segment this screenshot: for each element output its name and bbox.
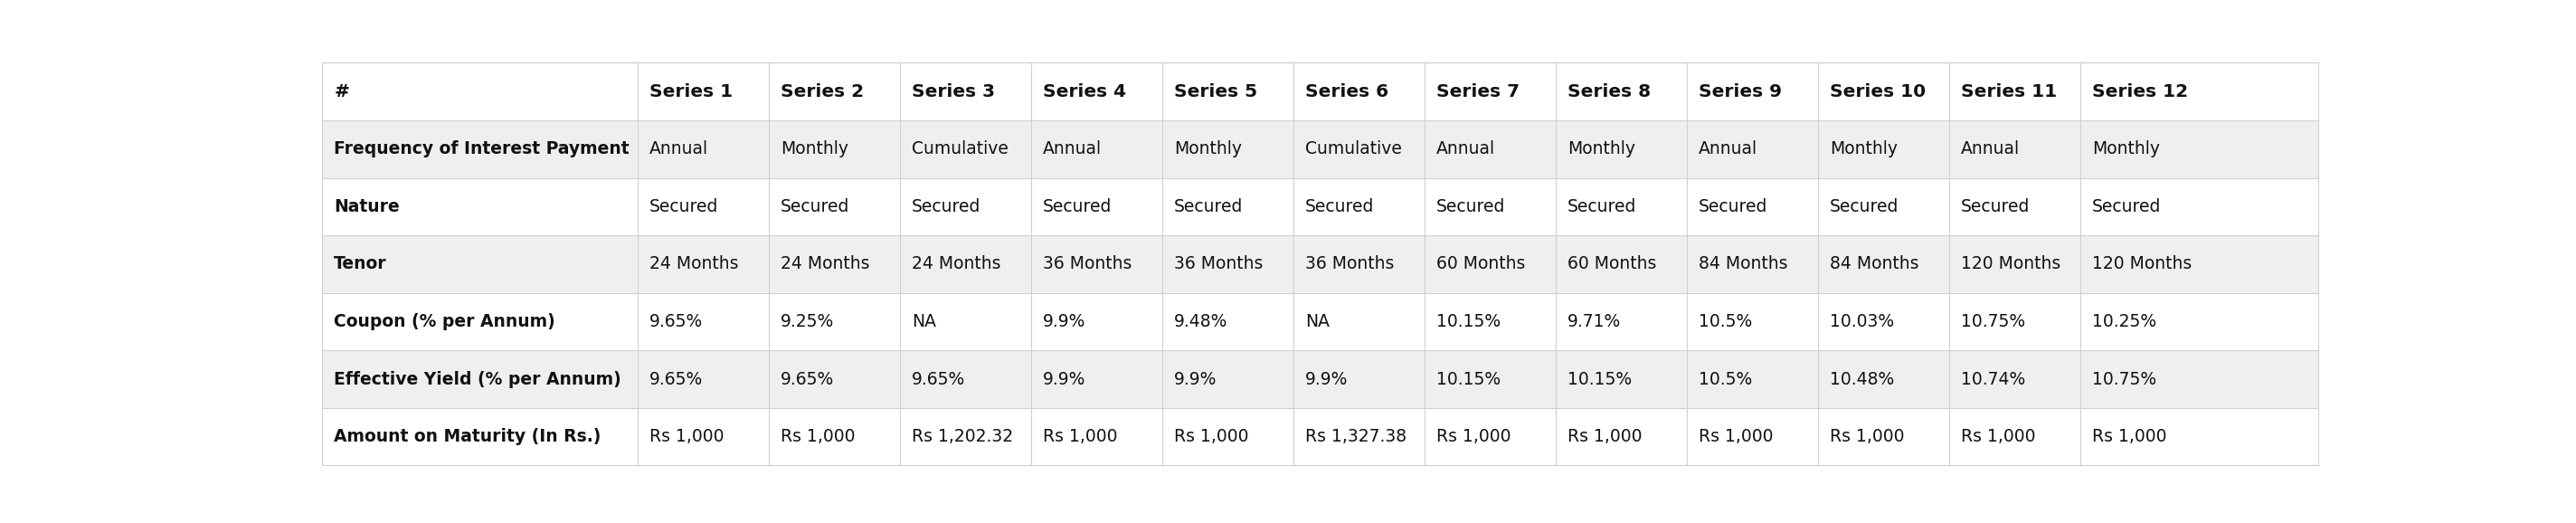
Text: 9.9%: 9.9% [1043, 371, 1084, 388]
Text: Annual: Annual [649, 141, 708, 157]
Text: Rs 1,000: Rs 1,000 [1437, 428, 1512, 445]
Text: Series 4: Series 4 [1043, 83, 1126, 100]
Text: NA: NA [912, 313, 935, 330]
Bar [322, 350, 2318, 408]
Text: 10.15%: 10.15% [1569, 371, 1631, 388]
Text: Series 12: Series 12 [2092, 83, 2187, 100]
Text: 9.48%: 9.48% [1175, 313, 1229, 330]
Text: Series 11: Series 11 [1960, 83, 2058, 100]
Text: 9.9%: 9.9% [1306, 371, 1347, 388]
Text: Rs 1,000: Rs 1,000 [781, 428, 855, 445]
Text: 60 Months: 60 Months [1437, 256, 1525, 272]
Text: Secured: Secured [1175, 198, 1244, 215]
Text: 36 Months: 36 Months [1306, 256, 1394, 272]
Bar [322, 63, 2318, 120]
Text: 10.15%: 10.15% [1437, 313, 1502, 330]
Text: Annual: Annual [1960, 141, 2020, 157]
Text: 10.75%: 10.75% [1960, 313, 2025, 330]
Text: Secured: Secured [912, 198, 981, 215]
Text: Monthly: Monthly [1829, 141, 1899, 157]
Text: #: # [335, 83, 350, 100]
Text: Monthly: Monthly [1175, 141, 1242, 157]
Text: Secured: Secured [649, 198, 719, 215]
Text: Tenor: Tenor [335, 256, 386, 272]
Text: Monthly: Monthly [2092, 141, 2161, 157]
Text: 36 Months: 36 Months [1043, 256, 1131, 272]
Text: 24 Months: 24 Months [649, 256, 739, 272]
Text: Rs 1,000: Rs 1,000 [1043, 428, 1118, 445]
Text: Rs 1,000: Rs 1,000 [1569, 428, 1641, 445]
Text: 10.15%: 10.15% [1437, 371, 1502, 388]
Text: Rs 1,327.38: Rs 1,327.38 [1306, 428, 1406, 445]
Text: Series 5: Series 5 [1175, 83, 1257, 100]
Bar [322, 178, 2318, 235]
Text: 10.48%: 10.48% [1829, 371, 1893, 388]
Text: 10.25%: 10.25% [2092, 313, 2156, 330]
Text: Series 9: Series 9 [1698, 83, 1783, 100]
Text: 9.65%: 9.65% [649, 313, 703, 330]
Text: Cumulative: Cumulative [912, 141, 1007, 157]
Text: Series 3: Series 3 [912, 83, 994, 100]
Text: Annual: Annual [1437, 141, 1494, 157]
Text: Nature: Nature [335, 198, 399, 215]
Text: 120 Months: 120 Months [1960, 256, 2061, 272]
Bar [322, 235, 2318, 293]
Text: 36 Months: 36 Months [1175, 256, 1262, 272]
Text: Secured: Secured [1306, 198, 1376, 215]
Text: Rs 1,202.32: Rs 1,202.32 [912, 428, 1012, 445]
Text: Secured: Secured [781, 198, 850, 215]
Text: Rs 1,000: Rs 1,000 [1698, 428, 1772, 445]
Text: 9.25%: 9.25% [781, 313, 835, 330]
Text: 24 Months: 24 Months [912, 256, 1002, 272]
Text: 10.5%: 10.5% [1698, 313, 1752, 330]
Bar [322, 293, 2318, 350]
Text: 10.5%: 10.5% [1698, 371, 1752, 388]
Text: 9.71%: 9.71% [1569, 313, 1620, 330]
Text: Rs 1,000: Rs 1,000 [2092, 428, 2166, 445]
Text: 9.65%: 9.65% [781, 371, 835, 388]
Text: Effective Yield (% per Annum): Effective Yield (% per Annum) [335, 371, 621, 388]
Text: 9.9%: 9.9% [1043, 313, 1084, 330]
Text: Secured: Secured [1960, 198, 2030, 215]
Text: 10.75%: 10.75% [2092, 371, 2156, 388]
Text: Secured: Secured [2092, 198, 2161, 215]
Text: Annual: Annual [1043, 141, 1103, 157]
Text: 9.65%: 9.65% [912, 371, 966, 388]
Text: 60 Months: 60 Months [1569, 256, 1656, 272]
Text: Annual: Annual [1698, 141, 1757, 157]
Text: Series 1: Series 1 [649, 83, 732, 100]
Text: Series 8: Series 8 [1569, 83, 1651, 100]
Text: Secured: Secured [1569, 198, 1636, 215]
Text: Secured: Secured [1437, 198, 1504, 215]
Text: NA: NA [1306, 313, 1329, 330]
Text: Series 2: Series 2 [781, 83, 863, 100]
Text: 10.74%: 10.74% [1960, 371, 2025, 388]
Text: Amount on Maturity (In Rs.): Amount on Maturity (In Rs.) [335, 428, 600, 445]
Bar [322, 120, 2318, 178]
Text: Secured: Secured [1043, 198, 1113, 215]
Text: 84 Months: 84 Months [1698, 256, 1788, 272]
Text: 120 Months: 120 Months [2092, 256, 2192, 272]
Text: Coupon (% per Annum): Coupon (% per Annum) [335, 313, 556, 330]
Text: 10.03%: 10.03% [1829, 313, 1893, 330]
Text: 9.9%: 9.9% [1175, 371, 1216, 388]
Text: Series 10: Series 10 [1829, 83, 1927, 100]
Text: Series 7: Series 7 [1437, 83, 1520, 100]
Text: Cumulative: Cumulative [1306, 141, 1401, 157]
Text: Monthly: Monthly [781, 141, 848, 157]
Text: 84 Months: 84 Months [1829, 256, 1919, 272]
Text: Rs 1,000: Rs 1,000 [1175, 428, 1249, 445]
Text: 9.65%: 9.65% [649, 371, 703, 388]
Text: 24 Months: 24 Months [781, 256, 871, 272]
Text: Rs 1,000: Rs 1,000 [1829, 428, 1904, 445]
Text: Monthly: Monthly [1569, 141, 1636, 157]
Text: Secured: Secured [1829, 198, 1899, 215]
Bar [322, 408, 2318, 465]
Text: Rs 1,000: Rs 1,000 [649, 428, 724, 445]
Text: Secured: Secured [1698, 198, 1767, 215]
Text: Frequency of Interest Payment: Frequency of Interest Payment [335, 141, 629, 157]
Text: Rs 1,000: Rs 1,000 [1960, 428, 2035, 445]
Text: Series 6: Series 6 [1306, 83, 1388, 100]
